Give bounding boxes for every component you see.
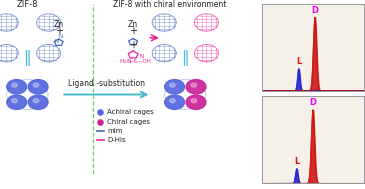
Circle shape (186, 95, 206, 109)
Circle shape (28, 95, 48, 109)
Text: N: N (140, 54, 144, 59)
Circle shape (12, 83, 17, 87)
Text: D-His: D-His (107, 137, 126, 143)
Text: D: D (309, 98, 316, 107)
Text: ZIF-8 with chiral environment: ZIF-8 with chiral environment (113, 0, 226, 9)
Point (97, 120, 103, 123)
Text: N: N (59, 34, 63, 39)
Text: L: L (296, 57, 301, 66)
Text: D: D (311, 6, 318, 15)
Text: N: N (55, 40, 59, 44)
Text: Chiral cages: Chiral cages (107, 119, 150, 125)
Point (97, 111, 103, 114)
Text: Ligand -substitution: Ligand -substitution (68, 79, 145, 88)
Circle shape (33, 83, 39, 87)
Circle shape (12, 99, 17, 103)
Circle shape (7, 95, 27, 109)
Circle shape (170, 83, 175, 87)
Circle shape (165, 80, 184, 94)
Text: Achiral cages: Achiral cages (107, 109, 154, 115)
Text: +: + (55, 26, 63, 36)
Text: +: + (129, 26, 137, 36)
Circle shape (170, 99, 175, 103)
Text: mIm: mIm (107, 128, 123, 134)
Circle shape (33, 99, 39, 103)
Circle shape (7, 80, 27, 94)
Circle shape (191, 83, 197, 87)
Text: ZIF-8: ZIF-8 (17, 0, 38, 9)
Circle shape (28, 80, 48, 94)
Text: L: L (294, 157, 299, 166)
Text: Zn: Zn (128, 20, 138, 29)
Text: Zn: Zn (54, 20, 64, 29)
Circle shape (165, 95, 184, 109)
Text: ‖: ‖ (181, 50, 189, 66)
Text: $\rm H_2N$: $\rm H_2N$ (119, 57, 132, 66)
Circle shape (186, 80, 206, 94)
Text: ‖: ‖ (24, 50, 31, 66)
Text: —S—OH: —S—OH (129, 59, 152, 64)
Text: +: + (129, 40, 137, 50)
Circle shape (191, 99, 197, 103)
